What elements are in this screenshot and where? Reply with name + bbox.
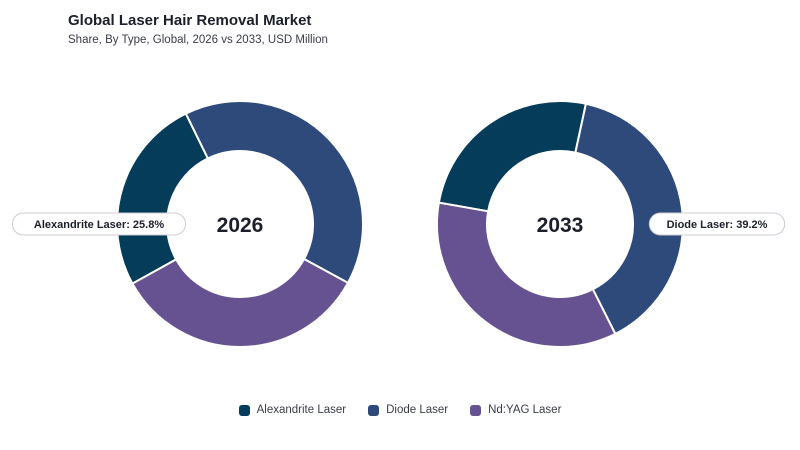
slice-0-nd-yag-laser[interactable]	[131, 257, 350, 348]
slice-1-nd-yag-laser[interactable]	[436, 201, 617, 348]
callout-0: Alexandrite Laser: 25.8%	[11, 212, 187, 236]
callout-text-1: Diode Laser: 39.2%	[667, 219, 768, 231]
slice-0-diode-laser[interactable]	[184, 100, 364, 285]
legend-swatch-diode	[368, 404, 380, 416]
slice-0-alexandrite-laser[interactable]	[116, 112, 210, 285]
legend-item-diode[interactable]: Diode Laser	[368, 404, 448, 416]
chart-title: Global Laser Hair Removal Market	[68, 12, 312, 29]
legend-swatch-alexandrite	[238, 404, 250, 416]
legend-item-ndyag[interactable]: Nd:YAG Laser	[470, 404, 561, 416]
callout-bubble-1	[648, 212, 786, 236]
callout-text-0: Alexandrite Laser: 25.8%	[34, 219, 164, 231]
legend-label-ndyag: Nd:YAG Laser	[488, 404, 562, 416]
legend: Alexandrite Laser Diode Laser Nd:YAG Las…	[0, 404, 800, 416]
legend-label-alexandrite: Alexandrite Laser	[256, 404, 347, 416]
chart-subtitle: Share, By Type, Global, 2026 vs 2033, US…	[68, 34, 328, 46]
callout-1: Diode Laser: 39.2%	[648, 212, 786, 236]
center-label-0: 2026	[217, 214, 264, 237]
center-label-1: 2033	[537, 214, 584, 237]
legend-swatch-ndyag	[470, 404, 482, 416]
slice-1-alexandrite-laser[interactable]	[437, 100, 588, 213]
legend-item-alexandrite[interactable]: Alexandrite Laser	[238, 404, 347, 416]
slice-1-diode-laser[interactable]	[574, 102, 684, 336]
legend-label-diode: Diode Laser	[386, 404, 449, 416]
callout-bubble-0	[11, 212, 187, 236]
